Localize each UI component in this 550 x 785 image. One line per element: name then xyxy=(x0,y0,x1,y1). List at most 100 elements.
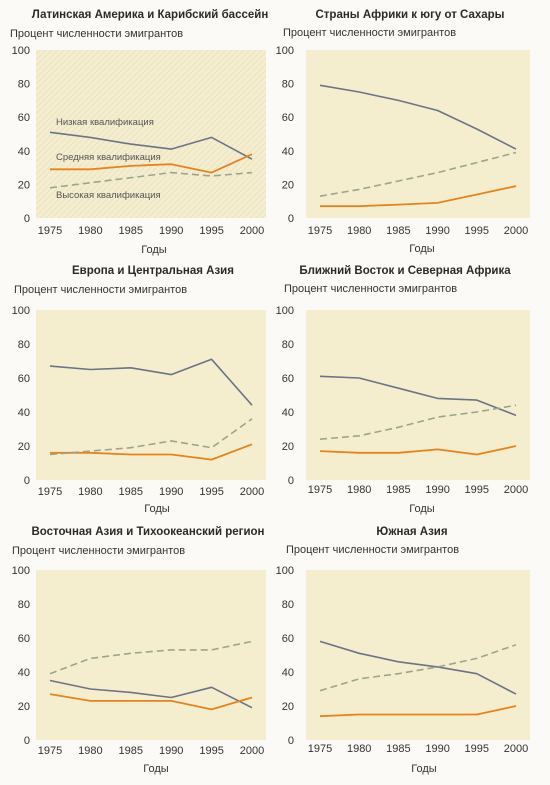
y-axis-label: Процент численности эмигрантов xyxy=(10,28,183,40)
plot-area xyxy=(306,50,530,218)
y-axis-label: Процент численности эмигрантов xyxy=(286,544,459,556)
y-tick-label: 20 xyxy=(18,441,30,453)
x-tick-label: 2000 xyxy=(504,743,528,755)
series-line-mid xyxy=(50,153,253,174)
x-tick-label: 1975 xyxy=(38,745,62,757)
y-tick-label: 20 xyxy=(282,701,294,713)
series-line-high xyxy=(49,418,253,456)
panel-title: Южная Азия xyxy=(376,526,447,538)
y-axis-label: Процент численности эмигрантов xyxy=(12,545,185,557)
series-label-mid: Средняя квалификация xyxy=(56,152,161,163)
y-tick-label: 80 xyxy=(282,79,294,91)
y-tick-label: 20 xyxy=(18,179,30,191)
y-tick-label: 0 xyxy=(288,213,294,225)
x-tick-label: 1995 xyxy=(465,484,489,496)
y-tick-label: 60 xyxy=(282,112,294,124)
x-tick-label: 1990 xyxy=(159,225,183,237)
x-tick-label: 1985 xyxy=(119,486,143,498)
series-line-low xyxy=(319,375,517,417)
panel-4: Ближний Восток и Северная Африка Процент … xyxy=(276,265,530,515)
series-line-low xyxy=(49,131,253,160)
y-tick-label: 40 xyxy=(282,667,294,679)
x-tick-label: 2000 xyxy=(240,745,264,757)
x-tick-label: 1990 xyxy=(159,486,183,498)
plot-area xyxy=(36,50,266,218)
y-tick-label: 100 xyxy=(276,305,294,317)
panel-title: Европа и Центральная Азия xyxy=(72,265,234,277)
y-tick-label: 100 xyxy=(12,565,30,577)
y-tick-label: 40 xyxy=(18,146,30,158)
y-tick-label: 40 xyxy=(282,146,294,158)
x-tick-label: 1985 xyxy=(119,745,143,757)
x-tick-label: 2000 xyxy=(240,486,264,498)
y-tick-label: 100 xyxy=(12,45,30,57)
y-tick-label: 100 xyxy=(276,45,294,57)
y-tick-label: 100 xyxy=(276,565,294,577)
x-tick-label: 1985 xyxy=(386,484,410,496)
x-tick-label: 1975 xyxy=(38,486,62,498)
x-axis-label: Годы xyxy=(144,503,170,515)
y-tick-label: 0 xyxy=(288,475,294,487)
y-tick-label: 40 xyxy=(18,407,30,419)
y-tick-label: 60 xyxy=(18,373,30,385)
x-tick-label: 1980 xyxy=(78,745,102,757)
x-tick-label: 1980 xyxy=(78,225,102,237)
panel-5: Восточная Азия и Тихоокеанский регион Про… xyxy=(12,526,266,775)
series-line-low xyxy=(319,640,517,695)
series-line-high xyxy=(319,151,517,197)
y-tick-label: 20 xyxy=(18,701,30,713)
x-tick-label: 1975 xyxy=(308,484,332,496)
x-tick-label: 1990 xyxy=(425,743,449,755)
y-tick-label: 80 xyxy=(282,599,294,611)
series-label-high: Высокая квалификация xyxy=(56,190,161,201)
x-tick-label: 1980 xyxy=(78,486,102,498)
y-tick-label: 80 xyxy=(18,599,30,611)
y-tick-label: 60 xyxy=(18,112,30,124)
panel-1: Латинская Америка и Карибский бассейн Про… xyxy=(10,9,268,256)
x-tick-label: 1985 xyxy=(386,225,410,237)
series-line-high xyxy=(319,644,517,692)
series-line-mid xyxy=(319,705,517,718)
panel-6: Южная Азия Процент численности эмигрантов… xyxy=(276,526,530,775)
series-line-high xyxy=(49,640,253,675)
x-tick-label: 2000 xyxy=(504,484,528,496)
series-line-mid xyxy=(50,443,253,461)
series-line-low xyxy=(319,84,517,150)
series-line-high xyxy=(49,171,253,189)
x-tick-label: 1980 xyxy=(347,743,371,755)
x-axis-label: Годы xyxy=(411,763,437,775)
series-label-low: Низкая квалификация xyxy=(56,117,154,128)
y-axis-label: Процент численности эмигрантов xyxy=(14,284,187,296)
y-tick-label: 80 xyxy=(282,339,294,351)
y-axis-label: Процент численности эмигрантов xyxy=(284,283,457,295)
panel-title: Страны Африки к югу от Сахары xyxy=(316,9,505,21)
x-tick-label: 1990 xyxy=(425,484,449,496)
panel-title: Латинская Америка и Карибский бассейн xyxy=(32,9,269,21)
y-tick-label: 0 xyxy=(288,735,294,747)
plot-area xyxy=(36,570,266,740)
x-tick-label: 1995 xyxy=(199,745,223,757)
x-axis-label: Годы xyxy=(409,243,435,255)
x-tick-label: 1995 xyxy=(199,225,223,237)
y-axis-label: Процент численности эмигрантов xyxy=(283,27,456,39)
series-line-high xyxy=(319,404,517,440)
series-line-low xyxy=(49,358,253,406)
x-tick-label: 1995 xyxy=(465,225,489,237)
y-tick-label: 60 xyxy=(282,633,294,645)
series-line-mid xyxy=(320,185,517,208)
y-tick-label: 100 xyxy=(12,305,30,317)
series-line-low xyxy=(49,679,253,709)
y-tick-label: 20 xyxy=(282,179,294,191)
x-axis-label: Годы xyxy=(143,763,169,775)
panel-title: Ближний Восток и Северная Африка xyxy=(299,265,511,277)
y-tick-label: 80 xyxy=(18,339,30,351)
panel-3: Европа и Центральная Азия Процент численн… xyxy=(12,265,266,515)
x-tick-label: 1975 xyxy=(308,225,332,237)
x-tick-label: 1975 xyxy=(308,743,332,755)
y-tick-label: 40 xyxy=(18,667,30,679)
x-tick-label: 1985 xyxy=(119,225,143,237)
y-tick-label: 80 xyxy=(18,79,30,91)
x-tick-label: 2000 xyxy=(504,225,528,237)
